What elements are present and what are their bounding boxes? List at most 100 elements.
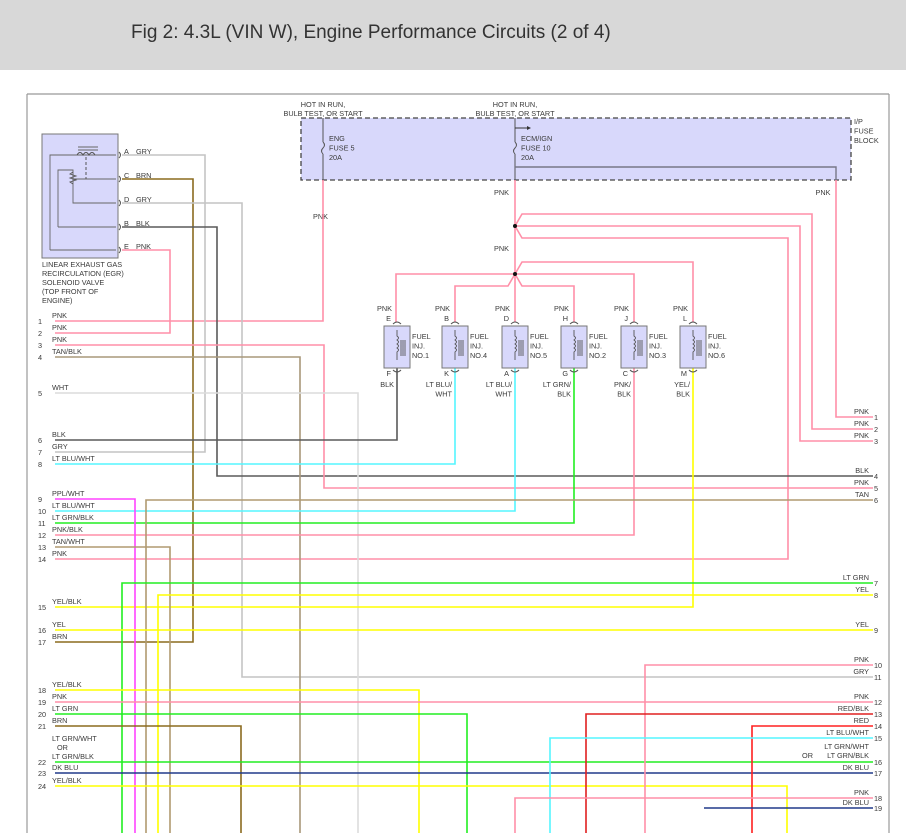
right-wire-label: OR	[802, 751, 813, 760]
left-wire-number: 2	[38, 329, 42, 338]
injector-name: INJ.	[530, 342, 543, 351]
wire-left-4	[55, 356, 301, 833]
fuse-block-bus	[515, 166, 837, 180]
wire-right-10	[644, 664, 873, 833]
connector-pin-icon	[569, 369, 579, 373]
connector-pin-icon	[510, 321, 520, 325]
egr-pin-letter: C	[124, 171, 129, 180]
injector-top-pin: L	[683, 314, 687, 323]
left-wire-label: PPL/WHT	[52, 489, 85, 498]
right-wire-number: 16	[874, 758, 882, 767]
hot-in-run-label: BULB TEST, OR START	[283, 109, 363, 118]
injector-coil-icon	[514, 330, 524, 360]
right-wire-number: 9	[874, 626, 878, 635]
wire-inj6-feed	[514, 261, 694, 322]
injector-top-wire-label: PNK	[377, 304, 392, 313]
right-wire-number: 12	[874, 698, 882, 707]
hot-in-run-label: HOT IN RUN,	[301, 100, 345, 109]
hot-in-run-label: HOT IN RUN,	[493, 100, 537, 109]
arrow-icon	[527, 126, 531, 130]
wire-left-20	[55, 713, 468, 833]
connector-pin-icon	[629, 321, 639, 325]
right-wire-number: 5	[874, 484, 878, 493]
injector-bottom-pin: A	[504, 369, 509, 378]
ip-fuse-block	[300, 117, 852, 181]
wire-label-pnk: PNK	[815, 188, 830, 197]
right-wire-label: TAN	[855, 490, 869, 499]
left-wire-label: OR	[57, 743, 68, 752]
left-wire-number: 11	[38, 519, 46, 528]
injector-bottom-wire-label: LT BLU/	[426, 380, 453, 389]
wire-left-13	[55, 546, 171, 833]
left-wire-label: DK BLU	[52, 763, 78, 772]
left-wire-label: YEL/BLK	[52, 776, 82, 785]
left-wire-label: BRN	[52, 632, 67, 641]
injector-coil-icon	[692, 330, 702, 360]
left-wire-number: 10	[38, 507, 46, 516]
connector-pin-icon	[392, 369, 402, 373]
injector-name: NO.6	[708, 351, 725, 360]
right-wire-label: RED	[854, 716, 869, 725]
egr-pin-wire-color: PNK	[136, 242, 151, 251]
left-wire-label: GRY	[52, 442, 68, 451]
left-wire-number: 1	[38, 317, 42, 326]
fuse-name: FUSE 10	[521, 144, 551, 153]
wire-left-5	[55, 392, 359, 833]
left-wire-number: 23	[38, 769, 46, 778]
egr-label: (TOP FRONT OF	[42, 287, 99, 296]
wire-inj2-feed	[514, 273, 575, 322]
right-wire-label: LT GRN/WHT	[824, 742, 869, 751]
figure-title: Fig 2: 4.3L (VIN W), Engine Performance …	[131, 22, 611, 43]
right-wire-number: 11	[874, 673, 882, 682]
connector-pin-icon	[688, 369, 698, 373]
fuse-block-label: BLOCK	[854, 136, 879, 145]
egr-label: ENGINE)	[42, 296, 72, 305]
wire-left-24	[55, 785, 788, 833]
egr-label: SOLENOID VALVE	[42, 278, 104, 287]
right-wire-label: RED/BLK	[838, 704, 869, 713]
wire-right-15	[549, 737, 873, 833]
left-wire-label: PNK	[52, 323, 67, 332]
left-wire-label: PNK	[52, 311, 67, 320]
right-wire-number: 3	[874, 437, 878, 446]
connector-pin-icon	[118, 151, 121, 159]
injector-bottom-pin: F	[387, 369, 392, 378]
wire-left-1	[55, 180, 324, 322]
injector-name: FUEL	[530, 332, 549, 341]
wire-right-3	[515, 225, 873, 442]
wire-left-21	[55, 725, 242, 833]
wire-left-11	[55, 368, 575, 524]
wire-inj1-feed	[395, 273, 515, 322]
injector-top-wire-label: PNK	[495, 304, 510, 313]
left-wire-number: 7	[38, 448, 42, 457]
injector-name: FUEL	[649, 332, 668, 341]
left-wire-number: 14	[38, 555, 46, 564]
egr-internal-wiring	[49, 146, 116, 251]
wire-label-pnk: PNK	[494, 244, 509, 253]
right-wire-label: LT GRN	[843, 573, 869, 582]
wire-right-13	[585, 713, 873, 833]
egr-pin-letter: A	[124, 147, 129, 156]
injector-bottom-pin: G	[562, 369, 568, 378]
injector-top-pin: D	[504, 314, 509, 323]
left-wire-label: PNK	[52, 692, 67, 701]
wire-left-2	[55, 249, 171, 334]
injector-bottom-wire-label: LT BLU/	[486, 380, 513, 389]
left-wire-number: 9	[38, 495, 42, 504]
injector-bottom-wire-label: YEL/	[674, 380, 691, 389]
wire-label-pnk: PNK	[494, 188, 509, 197]
fuse-name: 20A	[521, 153, 534, 162]
injector-top-pin: B	[444, 314, 449, 323]
injector-top-wire-label: PNK	[614, 304, 629, 313]
connector-pin-icon	[118, 175, 121, 183]
fuse-name: ENG	[329, 134, 345, 143]
connector-pin-icon	[392, 321, 402, 325]
left-wire-label: TAN/WHT	[52, 537, 85, 546]
connector-pin-icon	[569, 321, 579, 325]
egr-pin-wire-color: GRY	[136, 147, 152, 156]
right-wire-number: 7	[874, 579, 878, 588]
fuse-name: ECM/IGN	[521, 134, 552, 143]
splice-dot	[513, 272, 517, 276]
right-wire-label: PNK	[854, 692, 869, 701]
injector-top-pin: J	[624, 314, 628, 323]
